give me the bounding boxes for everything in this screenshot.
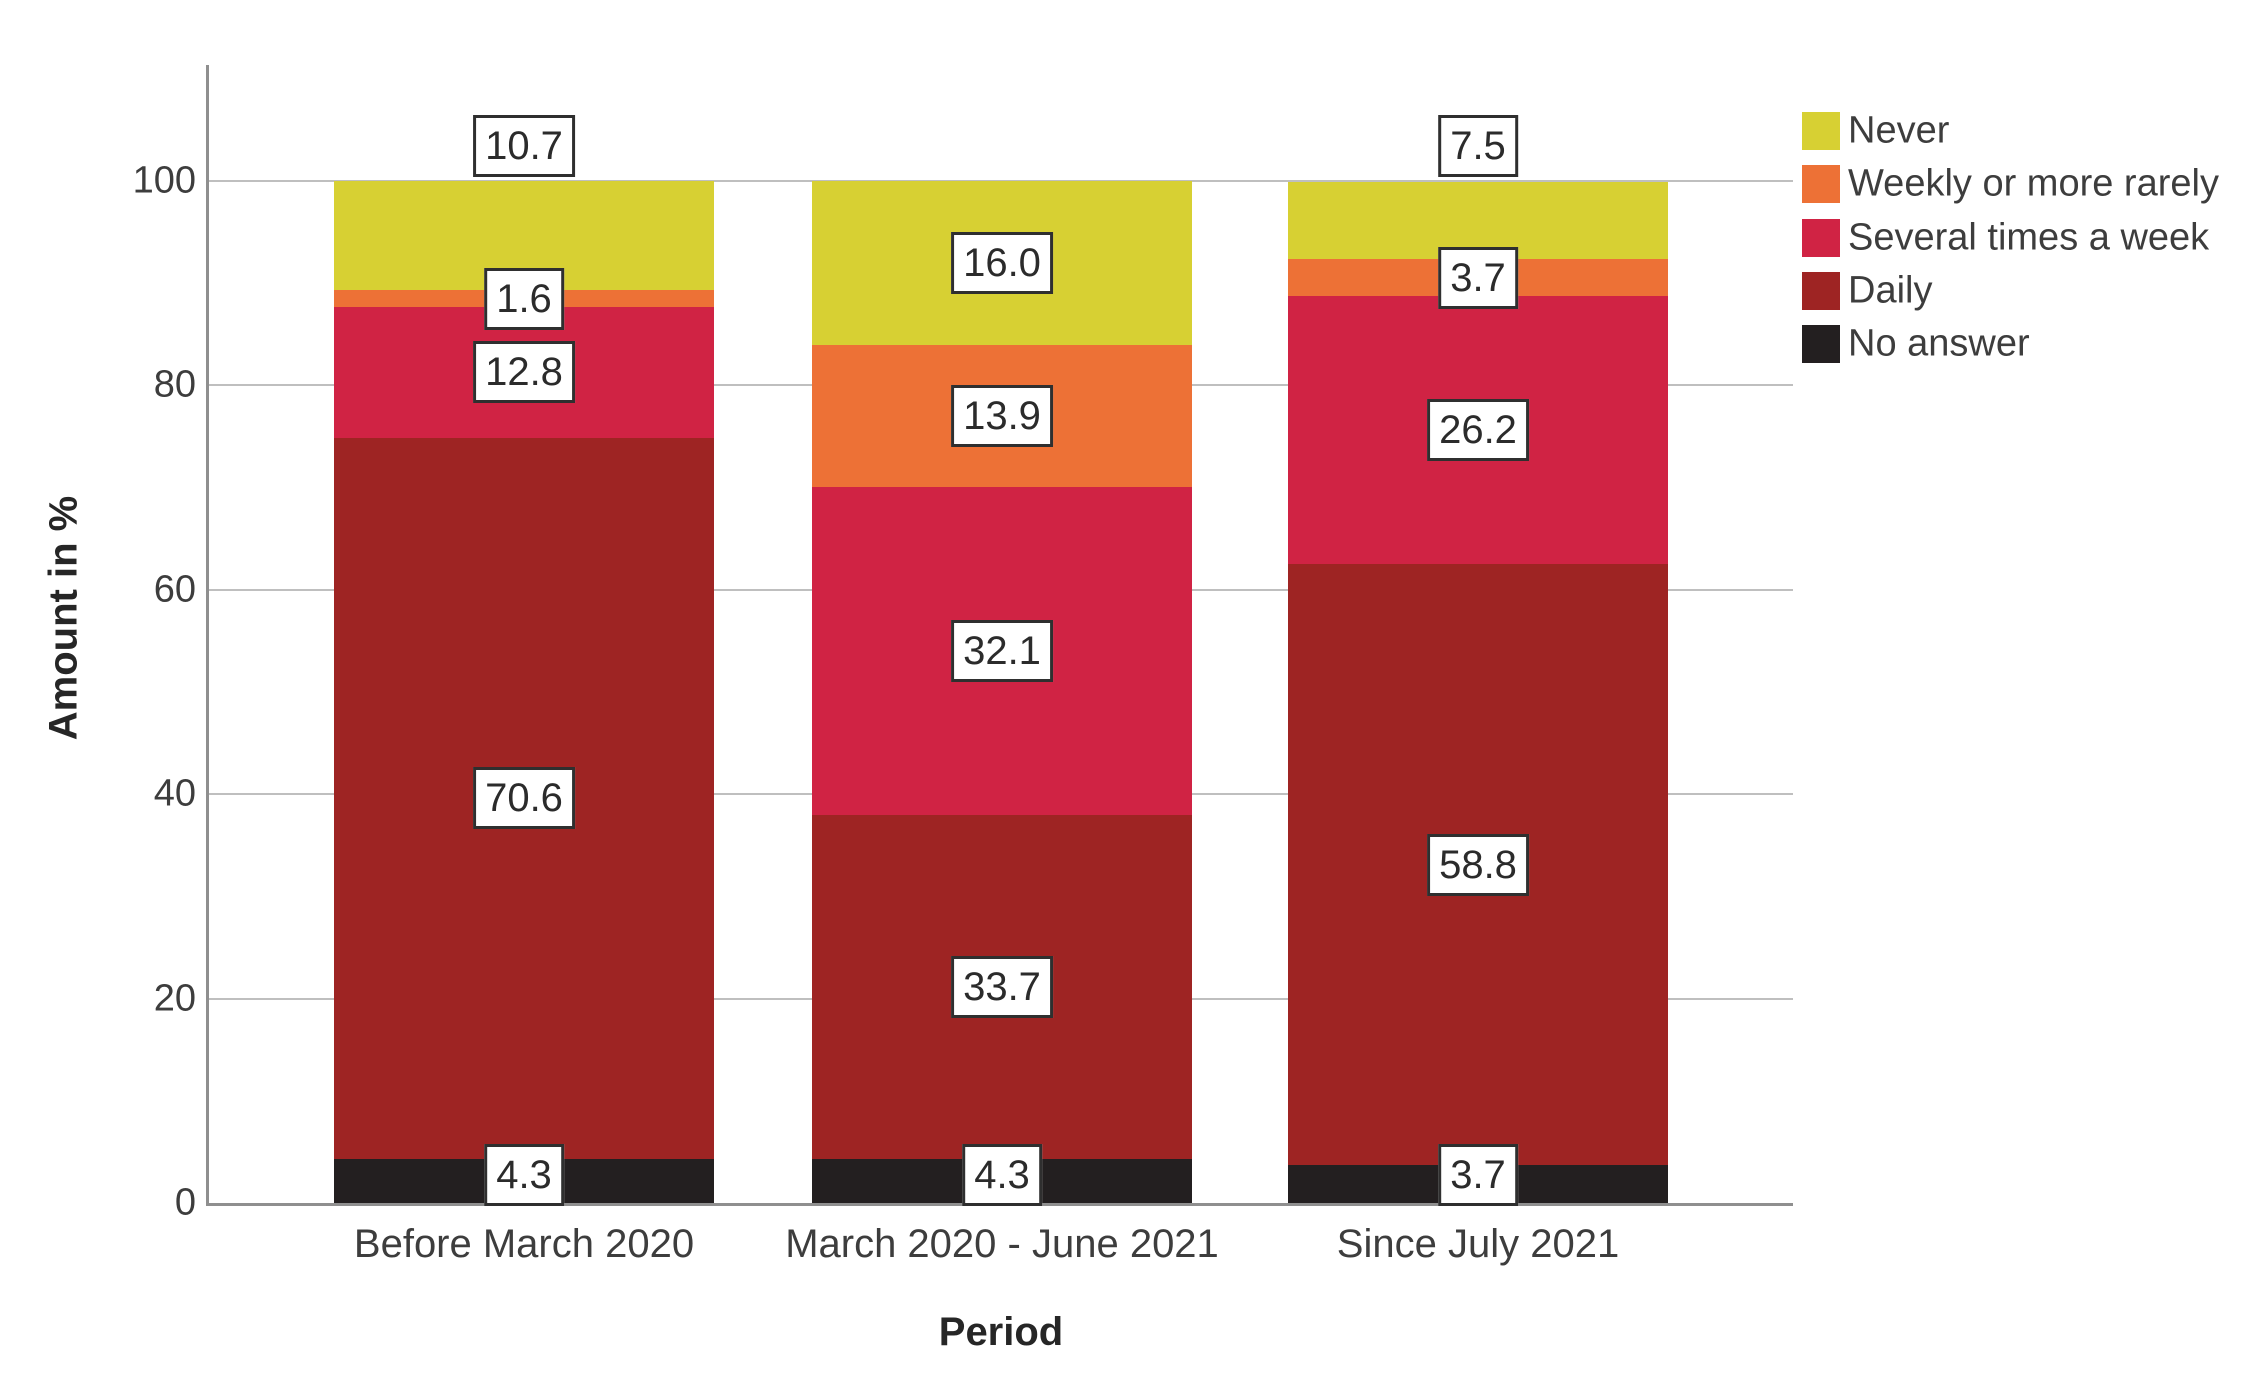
legend-label: Never	[1848, 109, 1950, 152]
legend-swatch	[1802, 325, 1840, 363]
segment-data-label: 33.7	[951, 955, 1053, 1018]
y-tick-label-40: 40	[153, 772, 196, 815]
y-tick-label-0: 0	[174, 1181, 196, 1224]
segment-data-label: 13.9	[951, 384, 1053, 447]
legend-swatch	[1802, 165, 1840, 203]
y-axis-title: Amount in %	[41, 495, 86, 741]
segment-data-label: 4.3	[484, 1144, 564, 1206]
x-axis-title: Period	[938, 1310, 1064, 1354]
y-tick-label-100: 100	[132, 159, 196, 202]
legend-swatch	[1802, 272, 1840, 310]
x-category-label: Since July 2021	[1336, 1222, 1620, 1266]
segment-data-label: 10.7	[473, 115, 575, 177]
segment-data-label: 3.7	[1438, 1144, 1518, 1206]
segment-data-label: 32.1	[951, 619, 1053, 682]
segment-data-label: 7.5	[1438, 115, 1518, 177]
segment-data-label: 4.3	[962, 1144, 1042, 1206]
y-axis-line	[206, 65, 209, 1203]
segment-data-label: 70.6	[473, 767, 575, 830]
legend-label: No answer	[1848, 322, 2030, 365]
x-category-label: Before March 2020	[353, 1222, 695, 1266]
legend-label: Several times a week	[1848, 216, 2210, 259]
bar-segment	[1288, 182, 1668, 259]
x-category-label: March 2020 - June 2021	[785, 1222, 1219, 1266]
segment-data-label: 1.6	[484, 267, 564, 330]
y-tick-label-80: 80	[153, 363, 196, 406]
segment-data-label: 16.0	[951, 231, 1053, 294]
y-tick-label-60: 60	[153, 568, 196, 611]
legend-swatch	[1802, 219, 1840, 257]
y-tick-label-20: 20	[153, 977, 196, 1020]
legend-swatch	[1802, 112, 1840, 150]
segment-data-label: 26.2	[1427, 399, 1529, 462]
segment-data-label: 12.8	[473, 341, 575, 404]
segment-data-label: 3.7	[1438, 246, 1518, 309]
legend-label: Daily	[1848, 269, 1933, 312]
segment-data-label: 58.8	[1427, 833, 1529, 896]
legend-label: Weekly or more rarely	[1848, 162, 2219, 205]
